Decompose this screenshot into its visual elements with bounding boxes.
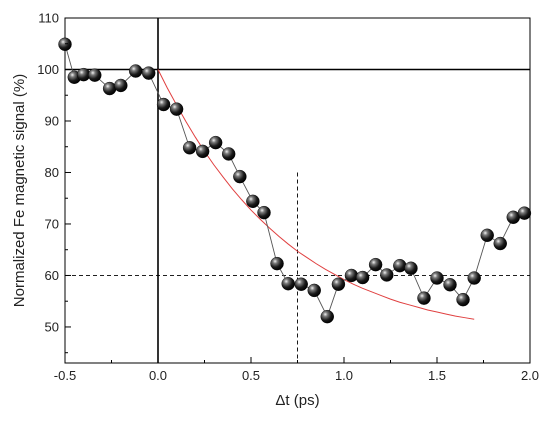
data-point: [320, 309, 334, 324]
x-tick-label: 1.5: [428, 368, 446, 383]
y-tick-label: 110: [38, 11, 59, 26]
data-point: [156, 97, 171, 112]
x-tick-label: 0.5: [242, 368, 260, 383]
y-axis-ticks: 50 60 70 80 90 100 110: [37, 11, 71, 354]
y-tick-label: 60: [45, 268, 59, 283]
x-axis-label: Δt (ps): [275, 392, 319, 409]
x-tick-label: -0.5: [54, 368, 76, 383]
data-point: [246, 194, 260, 209]
data-point: [141, 66, 156, 80]
data-point: [380, 268, 394, 282]
data-point: [467, 271, 481, 285]
data-point: [368, 257, 383, 272]
data-point: [307, 283, 321, 298]
data-point: [169, 102, 184, 116]
data-point: [208, 135, 223, 150]
data-point: [270, 256, 284, 271]
data-point: [493, 236, 507, 251]
y-tick-label: 70: [45, 216, 59, 231]
data-point: [355, 270, 370, 285]
reference-lines: [65, 18, 530, 363]
y-axis-label: Normalized Fe magnetic signal (%): [11, 74, 28, 307]
data-point: [221, 147, 236, 161]
data-connecting-line: [64, 44, 525, 318]
data-point: [114, 78, 128, 93]
data-point: [331, 277, 346, 291]
fit-curve: [157, 69, 475, 320]
x-tick-label: 1.0: [335, 368, 353, 383]
data-point: [58, 37, 72, 51]
data-point: [404, 261, 418, 275]
x-tick-label: 0.0: [149, 368, 167, 383]
data-point: [344, 268, 359, 283]
data-series-layer: [58, 37, 532, 324]
data-point: [417, 291, 431, 305]
x-axis-ticks: -0.5 0.0 0.5 1.0 1.5 2.0: [54, 357, 539, 383]
data-point: [233, 169, 247, 184]
data-point: [195, 144, 210, 159]
x-tick-label: 2.0: [521, 368, 539, 383]
data-point: [102, 81, 117, 96]
fit-curve-layer: [157, 69, 475, 320]
data-point: [257, 205, 271, 220]
data-point: [281, 277, 295, 291]
y-tick-label: 90: [45, 113, 59, 128]
y-tick-label: 50: [45, 319, 59, 334]
data-point: [430, 271, 444, 285]
data-point: [517, 206, 532, 220]
data-point: [443, 278, 457, 292]
data-point: [393, 258, 407, 273]
data-point: [182, 141, 197, 155]
data-point: [128, 64, 143, 78]
data-point: [456, 292, 470, 307]
y-tick-label: 100: [37, 62, 59, 77]
data-point: [294, 277, 308, 291]
data-point: [88, 68, 102, 82]
data-point: [480, 228, 494, 242]
y-tick-label: 80: [45, 165, 59, 180]
